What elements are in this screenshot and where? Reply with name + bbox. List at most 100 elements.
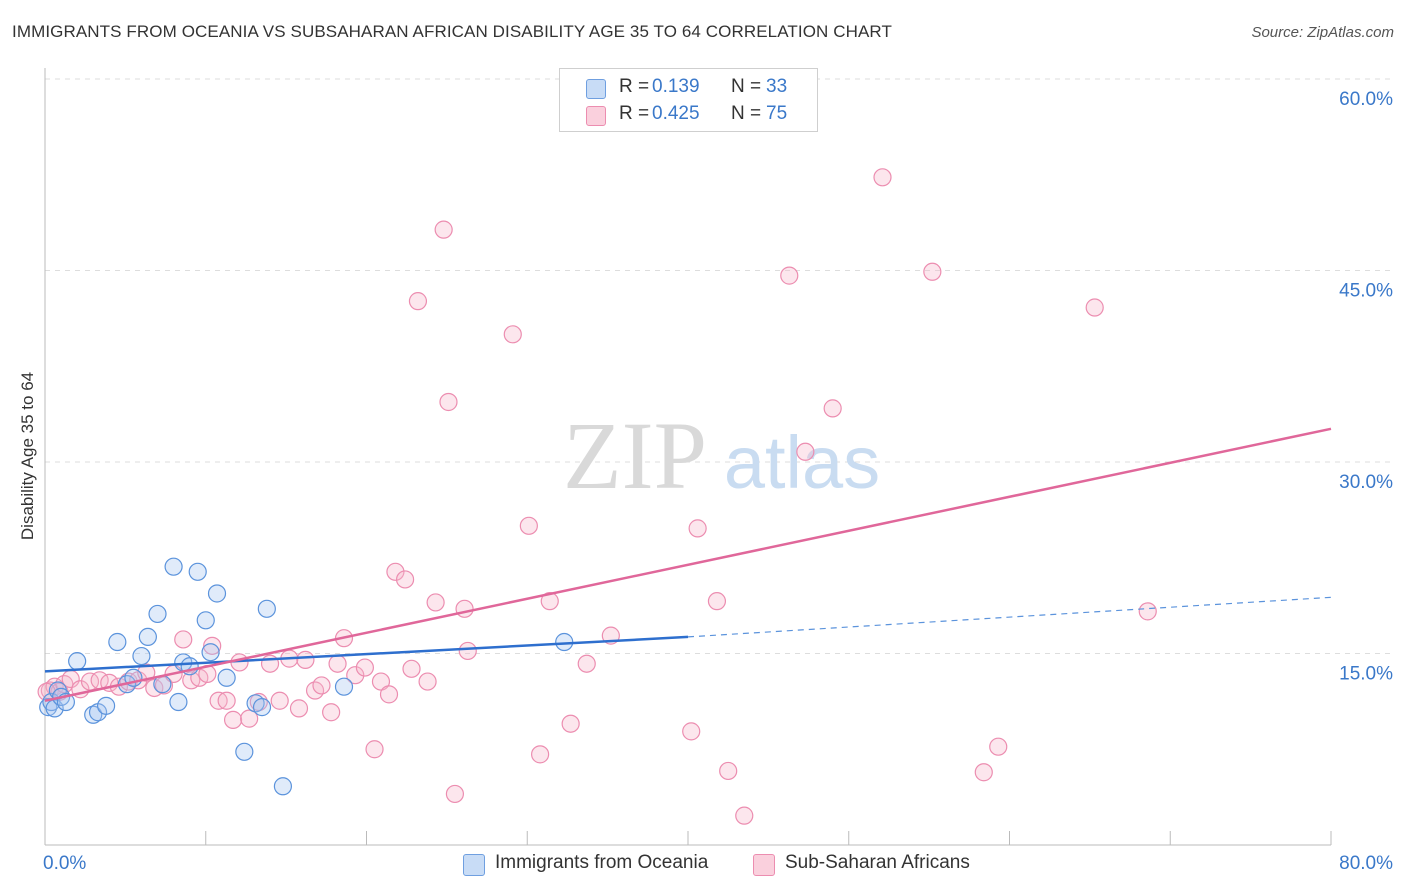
point-subsaharan [823,399,842,418]
legend-r-value-subsaharan: 0.425 [652,103,700,124]
point-subsaharan [719,761,738,781]
x-tick-label: 0.0% [43,853,86,874]
point-subsaharan [395,570,415,589]
y-tick-label: 30.0% [1339,472,1393,493]
point-oceania [273,777,293,796]
point-subsaharan [707,592,727,611]
point-subsaharan [408,292,428,311]
point-subsaharan [434,220,453,239]
point-subsaharan [577,654,596,673]
watermark: ZIP atlas [563,402,880,509]
bottom-legend-swatch-subsaharan [753,854,775,876]
legend-n-label: N = [731,76,762,97]
legend-r-value-oceania: 0.139 [652,76,700,97]
point-subsaharan [223,710,243,729]
point-oceania [138,627,157,647]
point-oceania [201,643,220,662]
y-tick-label: 60.0% [1339,89,1393,110]
point-subsaharan [735,806,754,825]
point-subsaharan [531,745,550,764]
point-subsaharan [289,699,309,718]
point-subsaharan [203,636,222,655]
point-subsaharan [974,763,993,782]
legend-r-label: R = [619,103,650,124]
point-subsaharan [503,325,522,344]
point-subsaharan [402,659,421,678]
point-oceania [207,584,227,603]
point-oceania [108,632,127,652]
trend-line-subsaharan [44,427,1332,702]
point-subsaharan [217,691,236,710]
point-subsaharan [379,685,399,704]
legend-n-value-oceania: 33 [766,76,788,97]
x-tick-label: 80.0% [1339,853,1393,874]
point-subsaharan [1085,298,1104,317]
point-subsaharan [296,650,315,669]
point-subsaharan [270,691,289,710]
point-subsaharan [458,641,477,661]
point-subsaharan [418,672,437,691]
gridlines [45,78,1394,654]
point-subsaharan [174,630,193,649]
point-oceania [132,646,151,666]
axis-labels: 15.0% 30.0% 45.0% 60.0% 0.0% 80.0% Disability … [18,89,1393,874]
point-subsaharan [355,658,374,677]
trend-lines [44,427,1332,702]
point-oceania [188,562,207,581]
watermark-zip: ZIP [563,402,707,509]
y-tick-label: 15.0% [1339,664,1393,685]
watermark-atlas: atlas [724,421,880,504]
point-subsaharan [688,519,707,538]
point-subsaharan [346,666,365,685]
point-oceania [169,692,188,712]
point-subsaharan [328,654,347,673]
point-subsaharan [923,262,942,281]
point-oceania [257,599,276,618]
point-subsaharan [519,516,538,535]
legend-n-value-subsaharan: 75 [766,103,788,124]
legend-swatch-oceania [586,79,606,99]
point-subsaharan [322,703,341,722]
data-points [37,168,1157,825]
point-oceania [84,705,103,724]
point-oceania [68,652,87,671]
point-oceania [96,696,116,715]
bottom-legend-swatch-oceania [463,854,485,876]
point-oceania [148,604,167,624]
source-label: Source: ZipAtlas.com [1251,24,1394,41]
point-subsaharan [386,562,405,581]
legend-n-label: N = [731,103,762,124]
point-oceania [196,611,215,630]
point-subsaharan [540,592,559,611]
point-subsaharan [989,737,1008,756]
y-axis-title: Disability Age 35 to 64 [18,372,37,540]
point-subsaharan [312,676,331,695]
point-oceania [334,677,354,696]
point-subsaharan [780,266,799,285]
point-oceania [235,742,254,761]
point-subsaharan [365,740,384,759]
legend-r-label: R = [619,76,650,97]
legend-swatch-subsaharan [586,106,606,126]
point-oceania [39,698,58,717]
y-tick-label: 45.0% [1339,281,1393,302]
point-oceania [217,668,236,687]
point-subsaharan [426,593,445,612]
point-subsaharan [439,392,458,412]
stats-legend: R = 0.139 N = 33 R = 0.425 N = 75 [559,68,818,132]
trend-line-oceania-projection [687,596,1332,638]
bottom-legend-label-subsaharan: Sub-Saharan Africans [785,852,970,873]
trend-line-oceania [44,635,689,673]
bottom-legend-label-oceania: Immigrants from Oceania [495,852,709,873]
point-oceania [164,557,183,576]
point-subsaharan [445,784,465,804]
chart-title: IMMIGRANTS FROM OCEANIA VS SUBSAHARAN AF… [12,22,892,41]
point-subsaharan [682,722,701,741]
point-oceania [252,698,272,717]
point-subsaharan [796,442,815,461]
point-subsaharan [455,599,474,618]
point-subsaharan [1138,602,1157,621]
point-subsaharan [873,168,892,187]
point-subsaharan [240,709,259,728]
